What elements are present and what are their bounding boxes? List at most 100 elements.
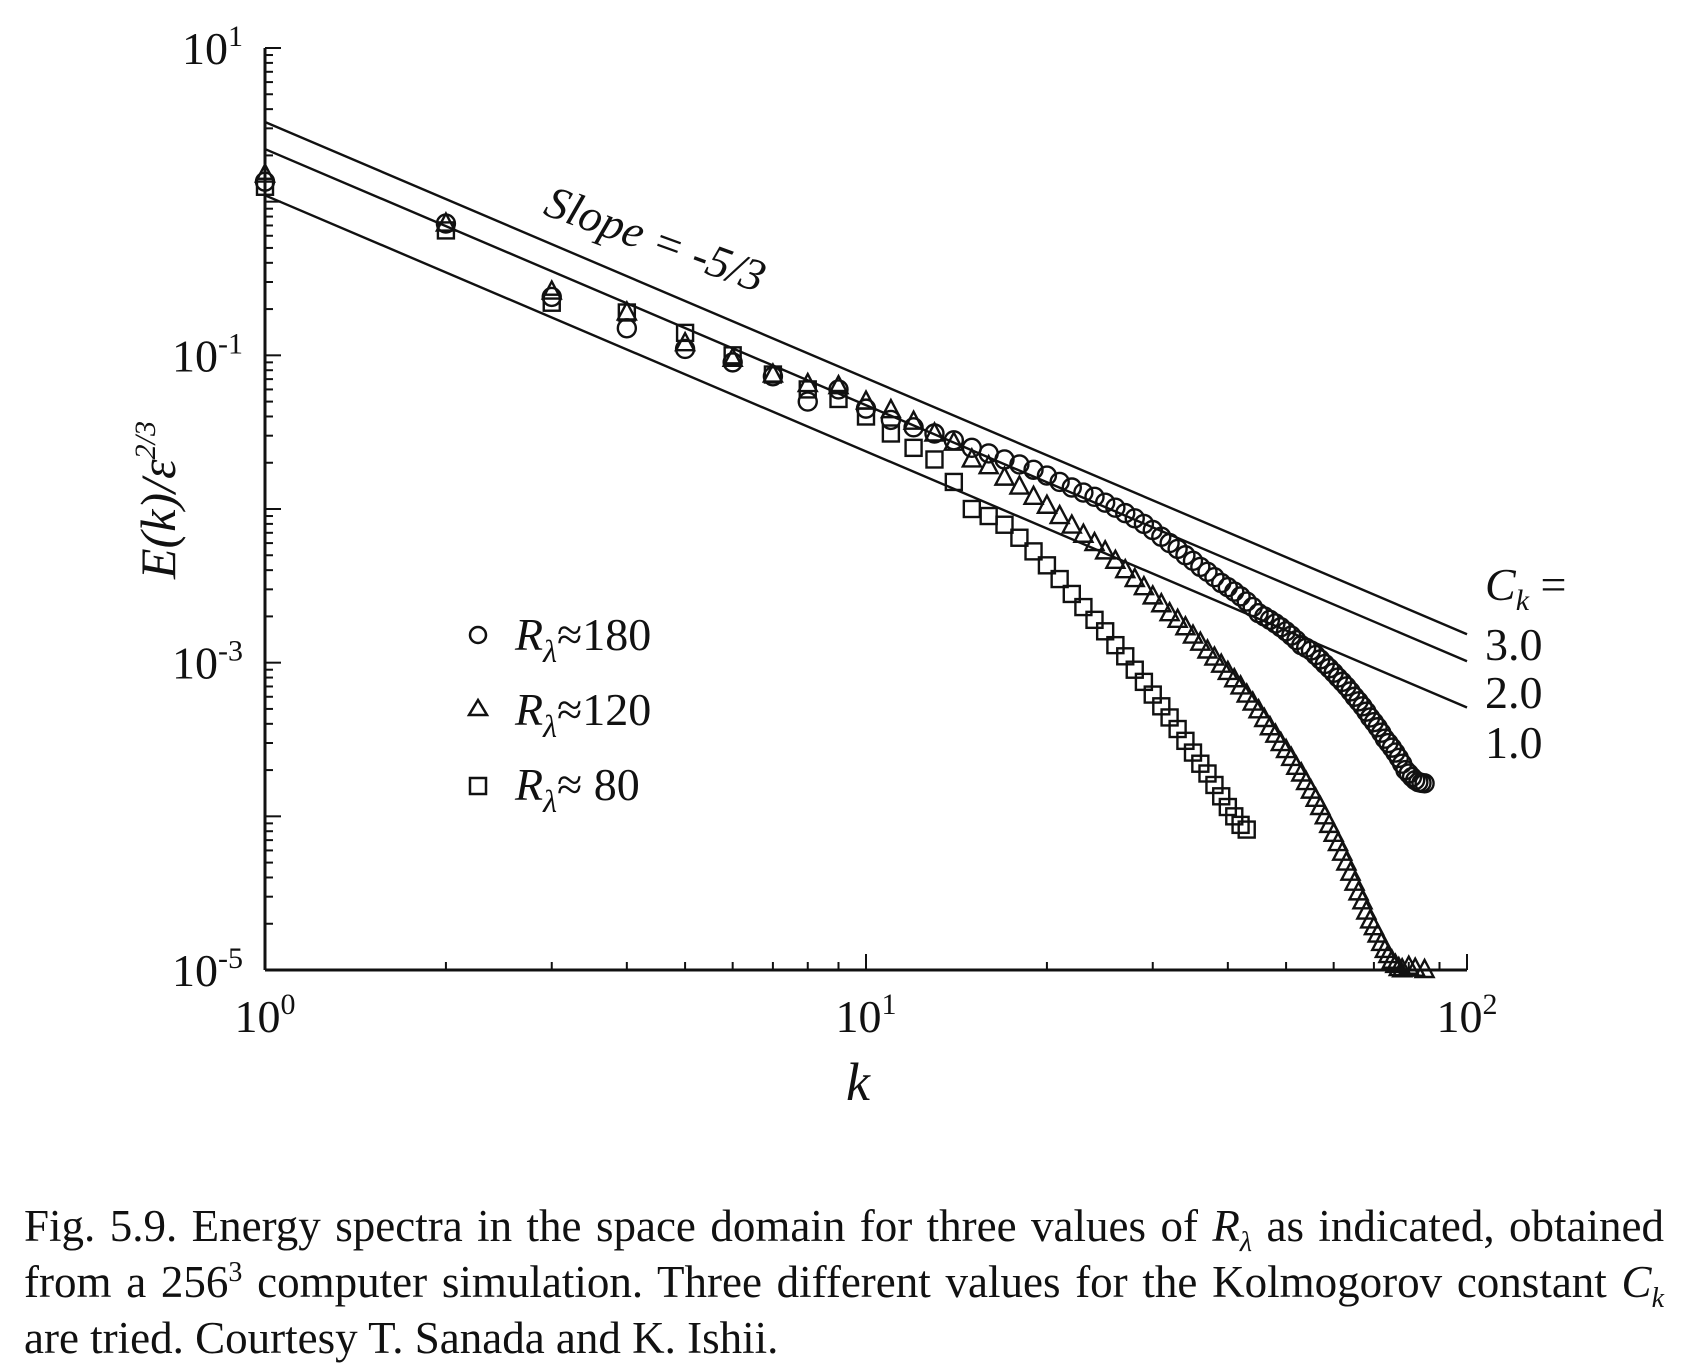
- data-point-triangle: [1072, 522, 1095, 543]
- y-tick-label: 10-5: [172, 942, 243, 996]
- x-tick-label: 100: [235, 988, 296, 1042]
- data-point-triangle: [1196, 637, 1219, 659]
- data-point-square: [1024, 542, 1043, 561]
- legend-triangle-marker: [466, 697, 490, 717]
- data-point-circle: [1356, 701, 1377, 722]
- data-point-triangle: [1008, 473, 1031, 495]
- data-point-triangle: [960, 446, 983, 468]
- data-point-square: [962, 499, 982, 519]
- y-axis-label-exponent: 2/3: [129, 421, 162, 459]
- data-point-triangle: [1189, 630, 1212, 651]
- data-point-circle: [1236, 591, 1257, 612]
- ck-label-1: 1.0: [1485, 717, 1543, 768]
- data-point-circle: [541, 286, 562, 308]
- data-point-triangle: [1048, 503, 1071, 525]
- data-point-circle: [1094, 492, 1116, 513]
- slope-annotation: Slope = -5/3: [539, 175, 773, 302]
- data-point-square: [904, 438, 923, 458]
- data-point-triangle: [1022, 484, 1045, 506]
- x-tick-label: 101: [836, 988, 897, 1042]
- data-point-square: [1050, 569, 1069, 589]
- data-point-triangle: [1397, 954, 1420, 975]
- data-point-triangle: [827, 373, 850, 395]
- data-point-triangle: [1123, 566, 1146, 588]
- data-point-square: [1116, 647, 1135, 666]
- data-point-square: [995, 515, 1014, 534]
- data-point-circle: [1259, 609, 1281, 631]
- legend-entry-120: Rλ≈120: [514, 684, 651, 744]
- data-point-circle: [1363, 711, 1385, 733]
- data-point-circle: [1414, 773, 1435, 794]
- data-point-square: [675, 323, 695, 343]
- data-point-circle: [1367, 717, 1388, 738]
- data-point-triangle: [1158, 600, 1181, 622]
- data-point-triangle: [1132, 574, 1155, 596]
- figure-caption: Fig. 5.9. Energy spectra in the space do…: [24, 1201, 1664, 1363]
- data-point-square: [617, 303, 637, 322]
- data-point-triangle: [923, 420, 946, 442]
- y-tick-label: 101: [182, 20, 243, 74]
- data-point-square: [829, 389, 848, 409]
- data-point-square: [881, 424, 901, 443]
- data-point-square: [1106, 635, 1125, 655]
- data-point-circle: [1105, 497, 1126, 518]
- data-point-square: [1037, 556, 1057, 575]
- data-point-circle: [1084, 486, 1105, 508]
- data-point-square: [1085, 610, 1104, 630]
- data-point-triangle: [993, 465, 1016, 486]
- data-point-triangle: [1060, 513, 1083, 534]
- data-point-triangle: [1203, 644, 1226, 666]
- data-point-square: [542, 293, 561, 312]
- data-point-triangle: [721, 346, 744, 367]
- x-tick-label: 102: [1437, 988, 1498, 1042]
- data-point-circle: [1036, 465, 1058, 486]
- data-point-circle: [1073, 482, 1094, 503]
- data-point-triangle: [1083, 530, 1106, 552]
- ck-label-eq: =: [1529, 559, 1566, 610]
- data-point-triangle: [902, 409, 925, 430]
- data-point-triangle: [540, 279, 563, 300]
- data-point-circle: [828, 379, 849, 400]
- ck-label-3: 3.0: [1485, 619, 1543, 670]
- data-point-square: [763, 365, 783, 384]
- data-point-square: [1212, 787, 1231, 806]
- data-point-triangle: [1141, 583, 1164, 605]
- data-point-triangle: [1035, 493, 1058, 514]
- ck-label: Ck =: [1485, 559, 1566, 617]
- data-point-triangle: [1174, 614, 1197, 636]
- data-point-square: [798, 380, 817, 399]
- data-point-circle: [1204, 566, 1225, 588]
- ck-label-2: 2.0: [1485, 667, 1543, 718]
- data-point-circle: [1381, 737, 1403, 758]
- data-point-triangle: [1166, 607, 1189, 629]
- data-point-circle: [1023, 459, 1044, 480]
- data-point-circle: [1224, 581, 1245, 602]
- reference-line-ck-1.0: [264, 194, 1468, 709]
- series-triangle: [254, 162, 1436, 979]
- data-point-square: [1231, 815, 1250, 835]
- data-point-square: [856, 407, 876, 426]
- data-point-square: [979, 506, 998, 526]
- legend: Rλ≈180 Rλ≈120 Rλ≈ 80: [466, 609, 651, 819]
- y-tick-label: 10-3: [172, 635, 243, 689]
- data-point-square: [1237, 820, 1256, 839]
- data-point-triangle: [1150, 591, 1173, 613]
- data-series: [254, 162, 1436, 979]
- data-point-square: [944, 472, 964, 492]
- data-point-circle: [797, 391, 818, 412]
- data-point-circle: [1230, 586, 1251, 607]
- data-point-square: [1095, 622, 1115, 641]
- data-point-square: [723, 346, 742, 365]
- data-point-square: [1062, 584, 1081, 604]
- legend-entry-80: Rλ≈ 80: [514, 759, 640, 819]
- data-point-triangle: [879, 397, 902, 419]
- data-point-square: [925, 450, 944, 469]
- data-point-square: [436, 221, 456, 240]
- data-point-circle: [880, 409, 902, 431]
- y-tick-label: 10-1: [172, 327, 243, 381]
- data-point-triangle: [977, 453, 1000, 475]
- data-point-circle: [1115, 502, 1136, 524]
- data-point-triangle: [942, 430, 965, 451]
- reference-line-ck-3.0: [264, 120, 1468, 636]
